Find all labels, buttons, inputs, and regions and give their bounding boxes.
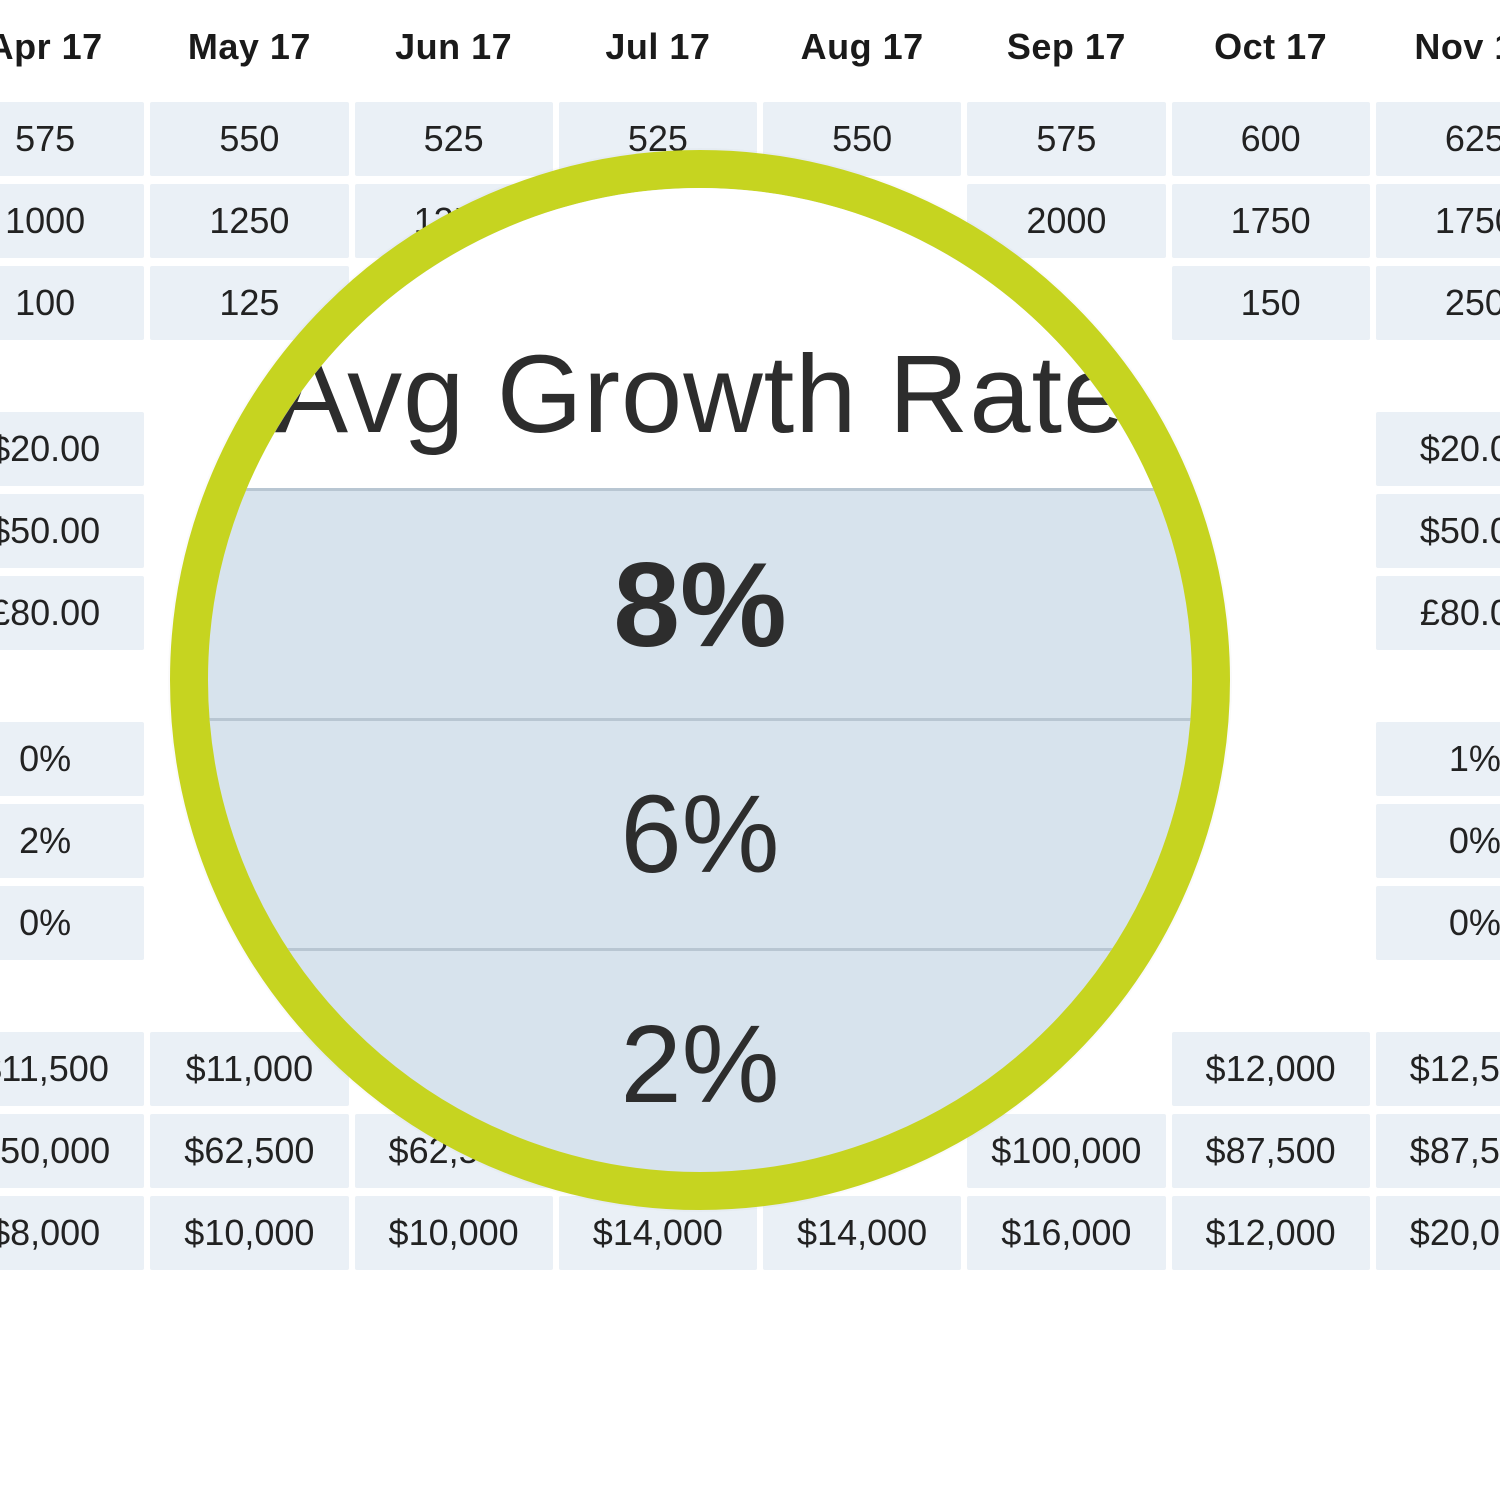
table-cell: 100	[0, 266, 144, 340]
spreadsheet-viewport: Apr 17May 17Jun 17Jul 17Aug 17Sep 17Oct …	[0, 0, 1500, 1500]
magnifier-callout: Avg Growth Rate 8% 6% 2%	[170, 150, 1230, 1210]
table-cell: $20.00	[1376, 412, 1500, 486]
table-cell: $10,000	[355, 1196, 553, 1270]
table-cell: $12,000	[1172, 1196, 1370, 1270]
table-cell: 625	[1376, 102, 1500, 176]
table-cell	[1172, 412, 1370, 486]
table-cell: $87,500	[1172, 1114, 1370, 1188]
table-cell: $50.00	[1376, 494, 1500, 568]
column-header: Nov 17	[1376, 8, 1500, 94]
table-cell: $16,000	[967, 1196, 1165, 1270]
table-cell: $50.00	[0, 494, 144, 568]
table-cell: 1000	[0, 184, 144, 258]
table-cell: $14,000	[763, 1196, 961, 1270]
column-header: May 17	[150, 8, 348, 94]
header-row: Apr 17May 17Jun 17Jul 17Aug 17Sep 17Oct …	[0, 8, 1500, 94]
column-header: Oct 17	[1172, 8, 1370, 94]
table-cell: $12,500	[1376, 1032, 1500, 1106]
table-cell: 0%	[0, 722, 144, 796]
column-header: Jun 17	[355, 8, 553, 94]
table-cell	[1172, 886, 1370, 960]
column-header: Apr 17	[0, 8, 144, 94]
table-cell: $11,500	[0, 1032, 144, 1106]
table-cell: $20,000	[1376, 1196, 1500, 1270]
table-cell: $10,000	[150, 1196, 348, 1270]
table-cell: 0%	[0, 886, 144, 960]
table-cell: 2%	[0, 804, 144, 878]
table-cell: $87,500	[1376, 1114, 1500, 1188]
column-header: Jul 17	[559, 8, 757, 94]
table-cell: $20.00	[0, 412, 144, 486]
table-cell: $8,000	[0, 1196, 144, 1270]
table-cell: 600	[1172, 102, 1370, 176]
table-cell: £80.00	[1376, 576, 1500, 650]
table-cell: 0%	[1376, 886, 1500, 960]
magnifier-title: Avg Growth Rate	[208, 188, 1192, 488]
table-cell: 1750	[1376, 184, 1500, 258]
table-cell: 525	[355, 102, 553, 176]
table-cell: 575	[0, 102, 144, 176]
growth-rate-1: 8%	[208, 488, 1192, 718]
table-cell: 250	[1376, 266, 1500, 340]
table-cell: 150	[1172, 266, 1370, 340]
table-cell: $50,000	[0, 1114, 144, 1188]
column-header: Aug 17	[763, 8, 961, 94]
table-cell: $12,000	[1172, 1032, 1370, 1106]
table-cell: 1%	[1376, 722, 1500, 796]
table-cell: 575	[967, 102, 1165, 176]
growth-rate-2: 6%	[208, 718, 1192, 948]
table-cell: 550	[150, 102, 348, 176]
table-cell: £80.00	[0, 576, 144, 650]
column-header: Sep 17	[967, 8, 1165, 94]
table-cell: 0%	[1376, 804, 1500, 878]
growth-rate-3: 2%	[208, 948, 1192, 1178]
table-cell: 1750	[1172, 184, 1370, 258]
